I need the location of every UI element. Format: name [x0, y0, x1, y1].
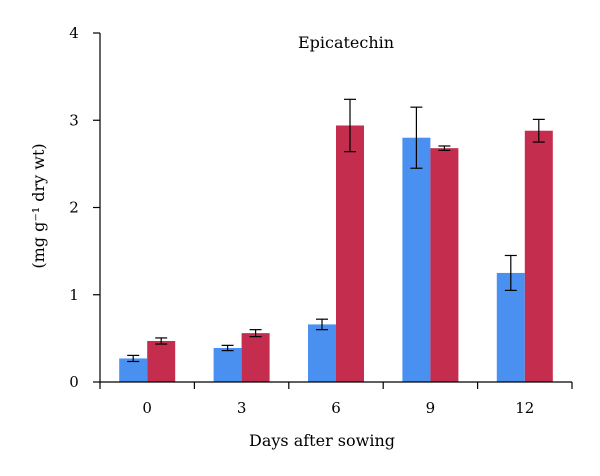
y-tick-label: 3 [69, 111, 79, 129]
bar-series-1 [496, 272, 525, 382]
bar-series-1 [308, 324, 336, 382]
x-tick-label: 9 [426, 399, 436, 417]
chart-title: Epicatechin [298, 33, 394, 52]
bar-series-2 [241, 333, 270, 382]
bar-series-2 [524, 130, 553, 382]
error-bar-series-2 [532, 118, 545, 143]
y-tick-label: 4 [69, 24, 79, 42]
error-bar-series-1 [504, 254, 517, 291]
x-tick-label: 3 [237, 399, 247, 417]
y-tick-label: 2 [69, 199, 79, 217]
y-ticks: 0 1 2 3 4 [69, 24, 100, 391]
x-ticks: 0 3 6 9 12 [99, 382, 573, 417]
bar-series-1 [213, 347, 242, 382]
y-tick-label: 1 [69, 286, 79, 304]
error-bars-layer [127, 98, 545, 363]
x-axis-title: Days after sowing [249, 431, 395, 450]
y-tick-label: 0 [69, 373, 79, 391]
bar-series-2 [147, 340, 176, 382]
error-bar-series-1 [127, 354, 140, 363]
error-bar-series-2 [438, 145, 451, 151]
error-bar-series-2 [249, 329, 262, 338]
y-axis-title: (mg g⁻¹ dry wt) [29, 143, 48, 268]
error-bar-series-1 [410, 106, 423, 169]
bar-series-2 [430, 148, 459, 382]
error-bar-series-2 [344, 98, 356, 153]
bar-series-1 [119, 358, 148, 382]
x-tick-label: 6 [331, 399, 341, 417]
error-bar-series-2 [155, 337, 168, 345]
x-tick-label: 0 [142, 399, 152, 417]
error-bar-series-1 [221, 344, 234, 352]
bar-series-1 [402, 137, 431, 382]
error-bar-series-1 [316, 318, 328, 331]
bar-series-2 [336, 125, 364, 383]
bars-layer [119, 125, 553, 383]
x-tick-label: 12 [515, 399, 534, 417]
